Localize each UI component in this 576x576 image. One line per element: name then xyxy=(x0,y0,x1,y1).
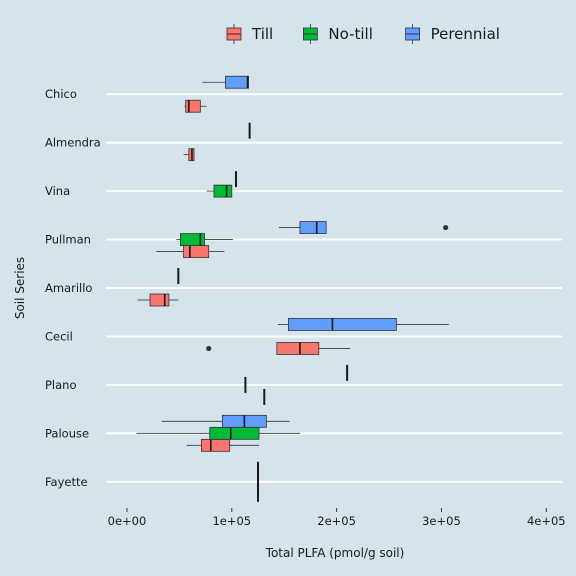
box-till-amarillo xyxy=(137,293,179,307)
box-body xyxy=(200,438,231,452)
y-tick-label-amarillo: Amarillo xyxy=(45,281,92,295)
box-perennial-palouse xyxy=(161,414,290,428)
box-perennial-pullman xyxy=(278,221,449,234)
box-body xyxy=(276,342,320,355)
legend-item-till: Till xyxy=(226,24,273,44)
box-body xyxy=(209,426,260,440)
box-body xyxy=(299,221,327,234)
outlier-point xyxy=(206,345,212,352)
y-tick-label-cecil: Cecil xyxy=(45,329,73,343)
x-tick-label: 4e+05 xyxy=(527,514,566,528)
legend-label: No-till xyxy=(328,25,372,43)
box-body xyxy=(213,184,233,198)
box-till-almendra xyxy=(183,148,195,162)
y-tick-label-pullman: Pullman xyxy=(45,233,91,247)
outlier-point xyxy=(443,224,449,231)
y-tick-label-plano: Plano xyxy=(45,378,77,392)
box-body xyxy=(180,233,205,246)
data-layer xyxy=(136,75,449,502)
x-tick-label: 2e+05 xyxy=(317,514,356,528)
x-tick-label: 3e+05 xyxy=(422,514,461,528)
box-perennial-chico xyxy=(202,75,249,89)
y-tick-label-vina: Vina xyxy=(45,184,70,198)
box-no-till-palouse xyxy=(136,426,300,440)
legend: Till No-till Perennial xyxy=(226,24,500,44)
box-till-pullman xyxy=(156,245,225,258)
box-till-cecil xyxy=(206,342,351,355)
x-axis-title: Total PLFA (pmol/g soil) xyxy=(265,546,405,560)
box-body xyxy=(149,293,170,307)
box-body xyxy=(183,245,210,258)
legend-label: Perennial xyxy=(431,25,500,43)
x-tick-label: 0e+00 xyxy=(108,514,147,528)
y-tick-label-palouse: Palouse xyxy=(45,426,89,440)
box-till-palouse xyxy=(186,438,260,452)
box-till-chico xyxy=(184,99,207,113)
box-no-till-pullman xyxy=(176,233,233,246)
y-tick-label-fayette: Fayette xyxy=(45,475,88,489)
y-tick-label-almendra: Almendra xyxy=(45,136,101,150)
grid-layer xyxy=(106,93,562,483)
box-body xyxy=(287,318,397,331)
legend-item-no-till: No-till xyxy=(302,24,373,44)
box-body xyxy=(185,99,201,113)
axis-layer: 0e+00 1e+05 2e+05 3e+05 4e+05 Fayette Palouse P… xyxy=(45,87,566,528)
box-body xyxy=(225,75,249,89)
box-no-till-vina xyxy=(206,184,233,198)
y-axis-title: Soil Series xyxy=(13,257,27,319)
legend-label: Till xyxy=(251,25,273,43)
y-tick-label-chico: Chico xyxy=(45,87,77,101)
x-tick-label: 1e+05 xyxy=(212,514,251,528)
legend-item-perennial: Perennial xyxy=(405,24,500,44)
box-perennial-cecil xyxy=(277,318,449,331)
